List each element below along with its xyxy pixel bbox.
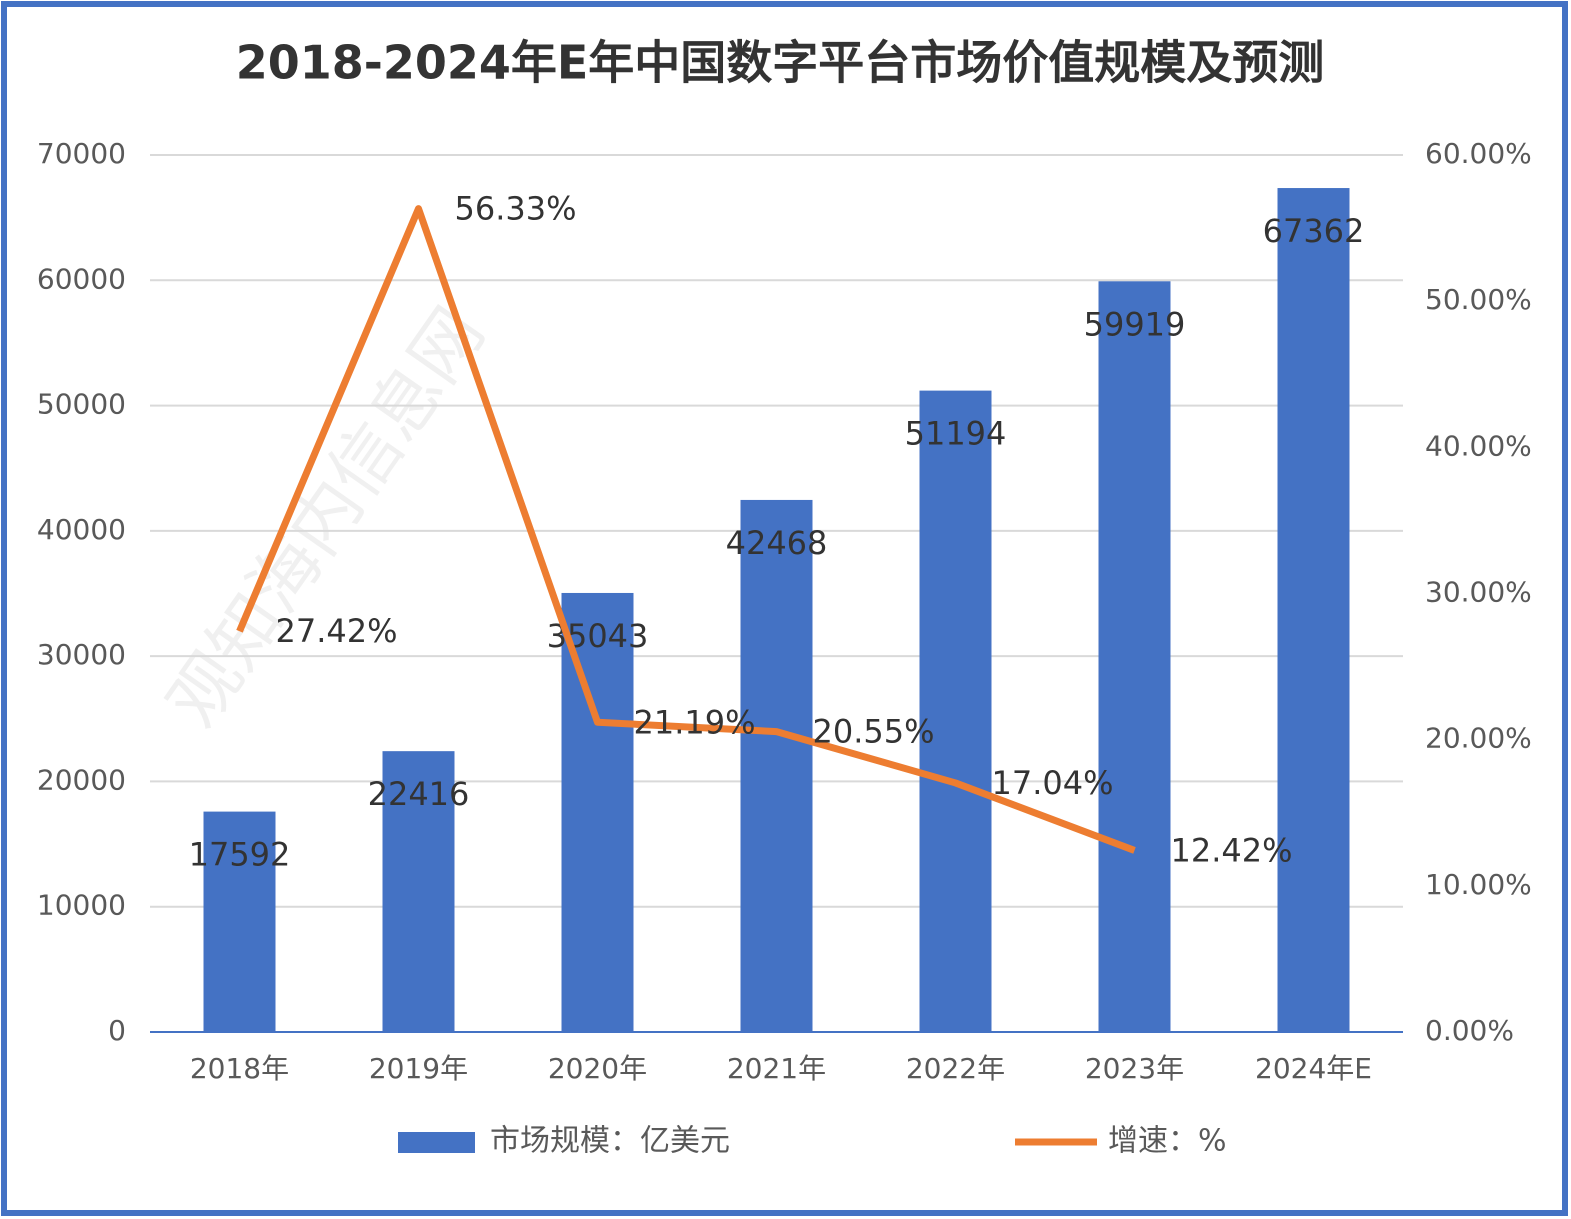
bar xyxy=(1098,281,1171,1032)
y-tick-label: 50000 xyxy=(37,388,126,421)
bar-value-label: 22416 xyxy=(368,775,470,813)
legend-label: 市场规模：亿美元 xyxy=(490,1124,730,1159)
bar-value-label: 67362 xyxy=(1263,212,1365,250)
line xyxy=(236,205,1136,854)
x-tick-label: 2021年 xyxy=(727,1052,826,1085)
bar-value-label: 59919 xyxy=(1084,305,1186,343)
line-value-label: 20.55% xyxy=(813,713,935,751)
y2-tick-label: 20.00% xyxy=(1425,722,1532,755)
x-tick-label: 2023年 xyxy=(1085,1052,1184,1085)
y2-tick-label: 30.00% xyxy=(1425,576,1532,609)
x-tick-label: 2022年 xyxy=(906,1052,1005,1085)
bar xyxy=(740,499,813,1032)
y-tick-label: 60000 xyxy=(37,262,126,295)
line-value-label: 56.33% xyxy=(455,190,577,228)
bar-value-label: 51194 xyxy=(905,415,1007,453)
line-value-label: 21.19% xyxy=(634,703,756,741)
bar-value-label: 42468 xyxy=(726,524,828,562)
y-tick-label: 70000 xyxy=(37,137,126,170)
bar xyxy=(203,811,276,1032)
bar xyxy=(1277,188,1350,1033)
line-value-label: 17.04% xyxy=(992,764,1114,802)
x-tick-label: 2018年 xyxy=(190,1052,289,1085)
bar xyxy=(382,751,455,1032)
line-value-label: 12.42% xyxy=(1171,831,1293,869)
y-tick-label: 40000 xyxy=(37,513,126,546)
y2-tick-label: 40.00% xyxy=(1425,429,1532,462)
x-tick-label: 2019年 xyxy=(369,1052,468,1085)
y2-tick-label: 0.00% xyxy=(1425,1014,1514,1047)
y2-tick-label: 50.00% xyxy=(1425,283,1532,316)
y2-tick-label: 10.00% xyxy=(1425,868,1532,901)
bar xyxy=(561,592,634,1032)
y2-tick-label: 60.00% xyxy=(1425,137,1532,170)
x-tick-label: 2024年E xyxy=(1255,1052,1372,1085)
y-tick-label: 30000 xyxy=(37,638,126,671)
legend-label: 增速：% xyxy=(1108,1124,1227,1159)
x-tick-label: 2020年 xyxy=(548,1052,647,1085)
line-value-label: 27.42% xyxy=(276,612,398,650)
y-tick-label: 20000 xyxy=(37,763,126,796)
bar-value-label: 17592 xyxy=(189,836,291,874)
chart-title: 2018-2024年E年中国数字平台市场价值规模及预测 xyxy=(236,36,1325,90)
legend-swatch xyxy=(398,1132,475,1153)
y-tick-label: 10000 xyxy=(37,889,126,922)
bar xyxy=(919,390,992,1032)
y-tick-label: 0 xyxy=(108,1014,126,1047)
